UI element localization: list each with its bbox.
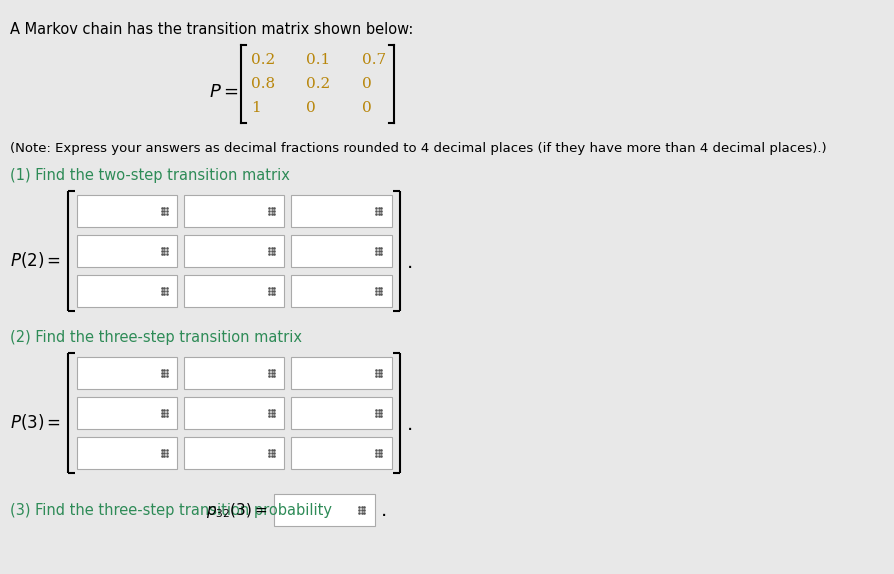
Text: 0.2: 0.2 (307, 77, 331, 91)
Text: 0: 0 (362, 101, 372, 115)
Text: 0.8: 0.8 (251, 77, 275, 91)
Text: 0.1: 0.1 (307, 53, 331, 67)
FancyBboxPatch shape (184, 235, 284, 267)
FancyBboxPatch shape (184, 275, 284, 307)
FancyBboxPatch shape (77, 275, 177, 307)
Text: 0.2: 0.2 (251, 53, 275, 67)
FancyBboxPatch shape (77, 357, 177, 389)
Text: 0: 0 (362, 77, 372, 91)
FancyBboxPatch shape (184, 437, 284, 469)
Text: A Markov chain has the transition matrix shown below:: A Markov chain has the transition matrix… (10, 22, 414, 37)
FancyBboxPatch shape (291, 437, 392, 469)
FancyBboxPatch shape (77, 235, 177, 267)
Text: .: . (381, 501, 387, 519)
FancyBboxPatch shape (77, 195, 177, 227)
Text: 1: 1 (251, 101, 261, 115)
FancyBboxPatch shape (274, 494, 375, 526)
FancyBboxPatch shape (77, 437, 177, 469)
FancyBboxPatch shape (77, 397, 177, 429)
FancyBboxPatch shape (184, 195, 284, 227)
Text: (3) Find the three-step transition probability: (3) Find the three-step transition proba… (10, 502, 337, 518)
FancyBboxPatch shape (184, 397, 284, 429)
FancyBboxPatch shape (291, 235, 392, 267)
Text: (Note: Express your answers as decimal fractions rounded to 4 decimal places (if: (Note: Express your answers as decimal f… (10, 142, 827, 155)
Text: $P=$: $P=$ (209, 83, 239, 101)
Text: $P(2) =$: $P(2) =$ (10, 250, 61, 270)
Text: 0.7: 0.7 (362, 53, 386, 67)
FancyBboxPatch shape (291, 397, 392, 429)
FancyBboxPatch shape (291, 195, 392, 227)
Text: .: . (407, 414, 413, 433)
Text: (2) Find the three-step transition matrix: (2) Find the three-step transition matri… (10, 330, 302, 345)
FancyBboxPatch shape (291, 357, 392, 389)
FancyBboxPatch shape (291, 275, 392, 307)
Text: .: . (407, 253, 413, 272)
Text: 0: 0 (307, 101, 316, 115)
Text: $p_{32}(3) =$: $p_{32}(3) =$ (206, 501, 267, 519)
FancyBboxPatch shape (184, 357, 284, 389)
Text: (1) Find the two-step transition matrix: (1) Find the two-step transition matrix (10, 168, 290, 183)
Text: $P(3) =$: $P(3) =$ (10, 412, 61, 432)
